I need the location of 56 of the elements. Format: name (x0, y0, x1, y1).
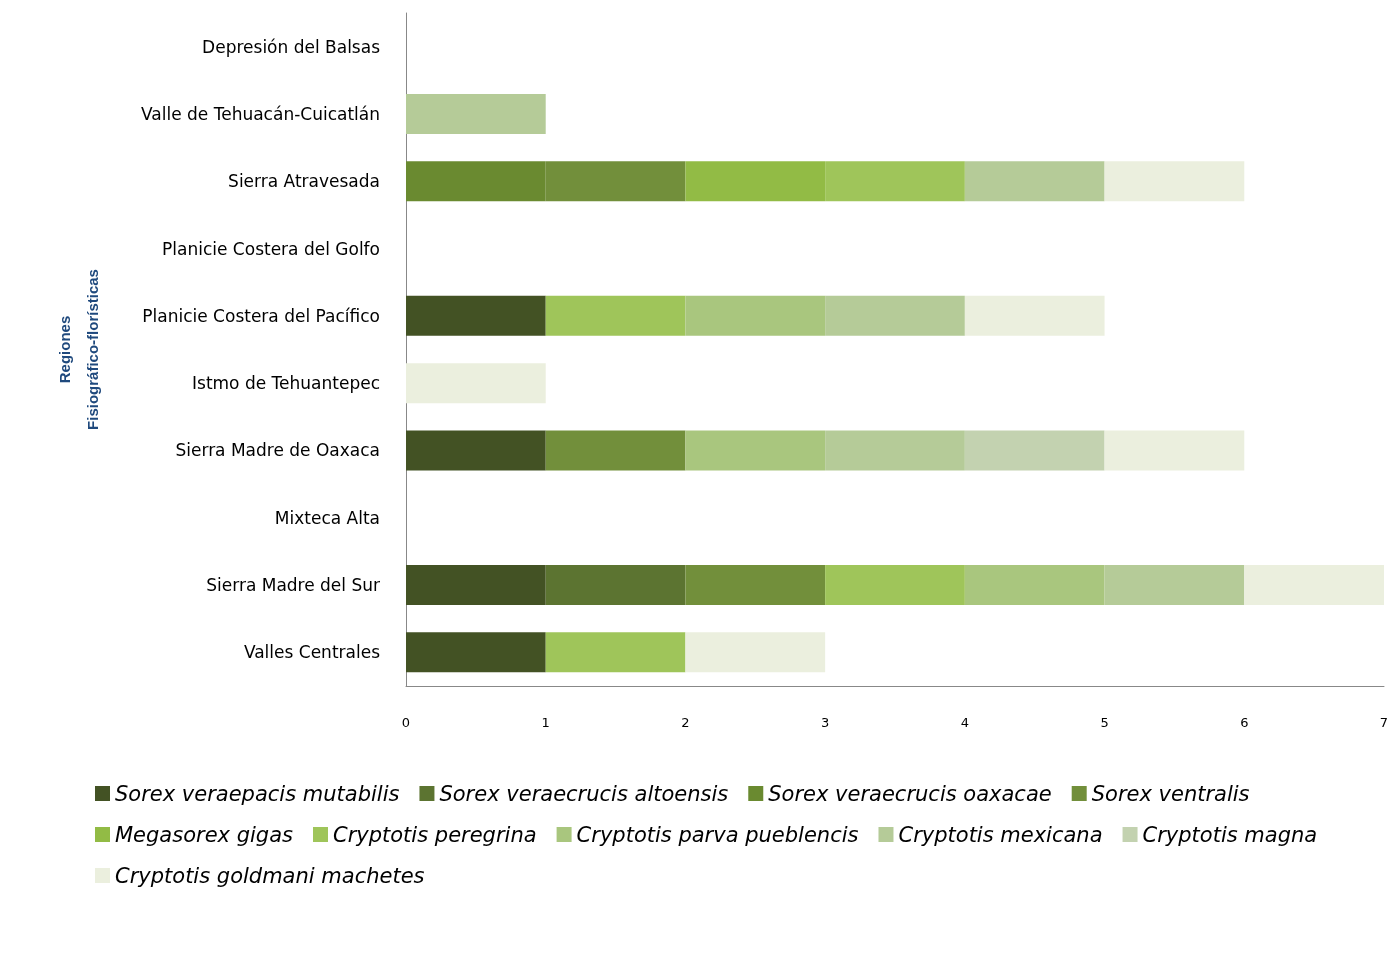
x-tick-label: 4 (960, 715, 969, 730)
bar (685, 565, 826, 606)
bar (545, 295, 686, 336)
legend-label: Cryptotis mexicana (898, 822, 1103, 847)
bar (685, 161, 826, 202)
bar (406, 632, 546, 673)
x-tick-label: 1 (541, 715, 550, 730)
y-tick-label: Depresión del Balsas (202, 36, 381, 57)
x-tick-label: 6 (1240, 715, 1249, 730)
bar (406, 295, 546, 336)
x-tick-label: 0 (401, 715, 411, 730)
x-tick-label: 5 (1100, 715, 1109, 730)
x-tick-label: 3 (821, 715, 830, 730)
legend-label: Cryptotis magna (1142, 822, 1318, 847)
legend-label: Sorex veraepacis mutabilis (115, 781, 400, 806)
x-tick-label: 2 (681, 715, 690, 730)
bar (1104, 430, 1245, 471)
y-tick-label: Valles Centrales (243, 642, 381, 663)
legend-label: Cryptotis peregrina (332, 822, 537, 847)
bar (545, 430, 686, 471)
bar (406, 93, 546, 134)
y-tick-label: Sierra Madre de Oaxaca (175, 440, 380, 461)
legend-label: Sorex veraecrucis altoensis (439, 781, 729, 806)
legend-label: Sorex ventralis (1091, 781, 1250, 806)
x-tick-label: 7 (1379, 715, 1389, 730)
bar (825, 295, 965, 336)
bar (685, 632, 826, 673)
bar (964, 161, 1105, 202)
y-tick-label: Mixteca Alta (274, 507, 380, 528)
bar (406, 430, 546, 471)
y-tick-label: Istmo de Tehuantepec (192, 373, 380, 394)
bar (1104, 161, 1245, 202)
legend-label: Megasorex gigas (115, 822, 294, 847)
bar (825, 565, 965, 606)
bar (685, 295, 826, 336)
y-axis-title: Regiones Fisiográfico-florísticas (55, 269, 101, 430)
bar (685, 430, 826, 471)
bar (406, 565, 546, 606)
bar (964, 430, 1105, 471)
bar (406, 363, 546, 404)
bar (1104, 565, 1245, 606)
y-tick-label: Planicie Costera del Pacífico (142, 305, 380, 326)
legend-label: Cryptotis goldmani machetes (115, 863, 425, 888)
bar (825, 430, 965, 471)
bar (1244, 565, 1384, 606)
y-tick-label: Sierra Atravesada (228, 171, 380, 192)
y-tick-label: Valle de Tehuacán-Cuicatlán (141, 103, 380, 124)
bar (545, 632, 686, 673)
y-tick-label: Planicie Costera del Golfo (162, 238, 380, 259)
bar (825, 161, 965, 202)
bar (545, 565, 686, 606)
legend-label: Cryptotis parva pueblencis (576, 822, 859, 847)
bar (964, 295, 1105, 336)
legend-label: Sorex veraecrucis oaxacae (768, 781, 1052, 806)
y-tick-label: Sierra Madre del Sur (206, 575, 381, 596)
bar (964, 565, 1105, 606)
